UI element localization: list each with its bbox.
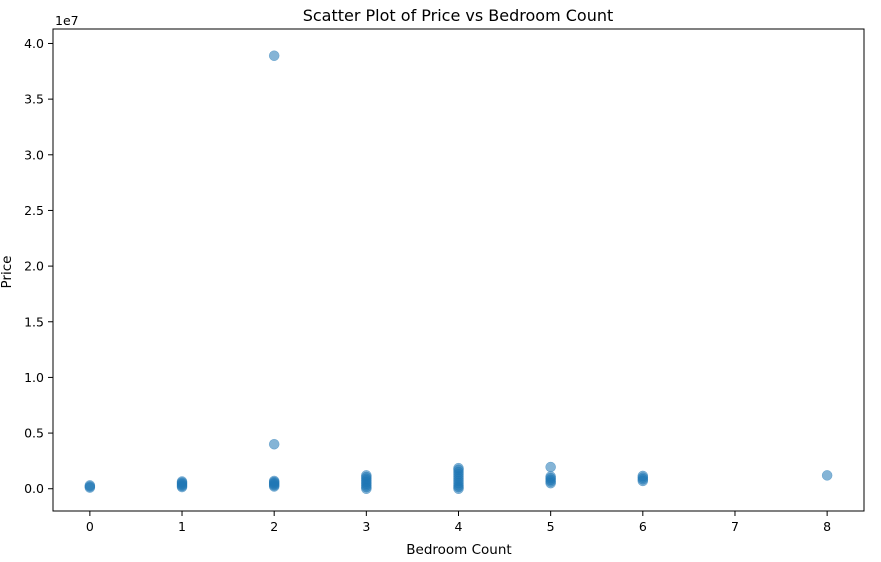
y-axis-offset-label: 1e7 [55, 13, 79, 28]
x-tick-label: 7 [731, 519, 739, 534]
y-axis-label: Price [0, 256, 15, 289]
x-tick-label: 5 [547, 519, 555, 534]
data-point [176, 476, 188, 487]
data-points [84, 50, 833, 494]
x-axis-label: Bedroom Count [406, 542, 511, 558]
y-tick-label: 0.5 [24, 426, 44, 441]
x-tick-label: 6 [639, 519, 647, 534]
y-tick-label: 4.0 [24, 36, 44, 51]
data-point [84, 480, 96, 491]
x-tick-label: 4 [455, 519, 463, 534]
y-tick-label: 3.5 [24, 92, 44, 107]
data-point [268, 475, 280, 487]
data-point [453, 462, 464, 474]
y-tick-label: 3.0 [24, 147, 44, 162]
data-point [268, 438, 280, 450]
y-tick-label: 1.0 [24, 370, 44, 385]
x-tick-label: 2 [270, 519, 278, 534]
y-axis-ticks: 0.0 0.5 1.0 1.5 2.0 2.5 3.0 3.5 4.0 [24, 36, 53, 496]
y-tick-label: 0.0 [24, 481, 44, 496]
data-point [821, 470, 833, 481]
x-axis-ticks: 0 1 2 3 4 5 6 7 8 [86, 511, 831, 534]
data-point [268, 50, 280, 61]
x-tick-label: 0 [86, 519, 94, 534]
x-tick-label: 3 [362, 519, 370, 534]
data-point [637, 470, 649, 482]
data-point [545, 461, 556, 473]
y-tick-label: 2.0 [24, 259, 44, 274]
chart-title: Scatter Plot of Price vs Bedroom Count [303, 6, 614, 25]
x-tick-label: 8 [823, 519, 831, 534]
x-tick-label: 1 [178, 519, 186, 534]
y-tick-label: 1.5 [24, 314, 44, 329]
y-tick-label: 2.5 [24, 203, 44, 218]
data-point [361, 470, 372, 481]
data-point [545, 471, 556, 482]
